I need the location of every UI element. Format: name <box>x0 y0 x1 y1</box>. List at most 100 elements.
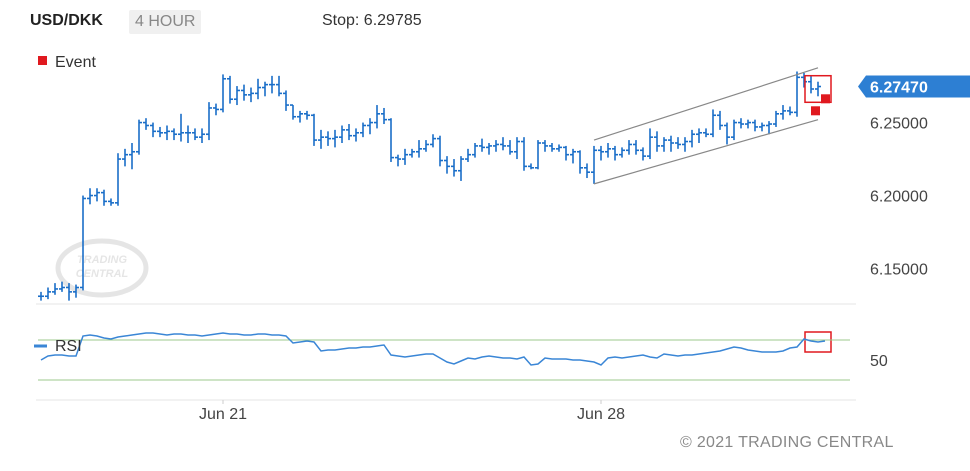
candle <box>717 110 723 130</box>
candle <box>479 138 485 152</box>
candle <box>668 135 674 152</box>
candle <box>521 137 527 171</box>
price-tick-label: 6.15000 <box>870 262 928 279</box>
candle <box>661 137 667 152</box>
candle <box>262 81 268 97</box>
candle <box>423 140 429 152</box>
candle <box>486 143 492 155</box>
candle <box>290 104 296 120</box>
candle <box>570 148 576 164</box>
candle <box>808 75 814 94</box>
candle <box>248 87 254 103</box>
candle <box>675 137 681 149</box>
candle <box>80 195 86 291</box>
candle <box>619 147 625 158</box>
candle <box>353 128 359 142</box>
candle <box>577 150 583 174</box>
candle <box>766 121 772 135</box>
symbol-label: USD/DKK <box>30 12 103 29</box>
trend-channel <box>593 67 819 185</box>
candle <box>556 144 562 152</box>
candle <box>472 143 478 158</box>
candle <box>325 131 331 146</box>
last-price-label: 6.27470 <box>870 80 928 97</box>
candle <box>346 124 352 141</box>
time-tick-label: Jun 21 <box>199 406 247 423</box>
candle <box>199 128 205 143</box>
candle <box>276 75 282 97</box>
svg-text:CENTRAL: CENTRAL <box>76 268 129 280</box>
candle <box>59 281 65 292</box>
candle <box>752 119 758 132</box>
candle <box>682 137 688 152</box>
rsi-series <box>40 332 826 366</box>
candle <box>815 81 821 97</box>
rsi-event-box <box>804 331 832 353</box>
candle <box>185 125 191 143</box>
candle <box>528 163 534 170</box>
candle <box>745 119 751 129</box>
event-square <box>821 94 830 104</box>
candle <box>367 118 373 135</box>
channel-lower-line <box>593 119 819 185</box>
candle <box>283 90 289 111</box>
candle <box>94 188 100 202</box>
rsi-tick-label: 50 <box>870 353 888 370</box>
candle <box>157 126 163 138</box>
candle <box>227 75 233 104</box>
candle <box>332 129 338 148</box>
candle <box>451 159 457 177</box>
candle <box>339 125 345 143</box>
candle <box>500 137 506 151</box>
event-legend-icon <box>38 56 47 65</box>
event-square <box>811 106 820 116</box>
candle <box>129 143 135 170</box>
candle <box>605 143 611 158</box>
candle <box>591 145 597 184</box>
candle <box>164 125 170 141</box>
candle <box>318 129 324 149</box>
candle <box>388 118 394 162</box>
candle <box>759 122 765 132</box>
candle <box>780 105 786 120</box>
candle <box>150 122 156 138</box>
candle <box>122 148 128 167</box>
candle <box>514 137 520 160</box>
candle <box>220 74 226 113</box>
watermark-logo: TRADING CENTRAL <box>55 238 149 298</box>
candle <box>171 128 177 141</box>
time-axis: Jun 21 Jun 28 <box>199 400 625 423</box>
svg-text:TRADING: TRADING <box>77 254 128 266</box>
timeframe-button[interactable]: 4 HOUR <box>129 10 202 34</box>
candle <box>192 128 198 141</box>
candle <box>381 107 387 125</box>
candle <box>731 119 737 141</box>
candle <box>213 103 219 116</box>
candle <box>234 86 240 106</box>
candle <box>430 134 436 148</box>
copyright-notice: © 2021 TRADING CENTRAL <box>680 434 894 451</box>
candle <box>647 128 653 160</box>
rsi-levels <box>38 339 850 381</box>
candle <box>444 156 450 174</box>
candle <box>598 145 604 161</box>
candle <box>584 163 590 179</box>
candle <box>402 148 408 165</box>
event-legend-label: Event <box>55 54 96 71</box>
candle <box>689 129 695 148</box>
candle <box>178 113 184 142</box>
candle <box>626 140 632 155</box>
candle <box>206 102 212 141</box>
time-tick-label: Jun 28 <box>577 406 625 423</box>
candle <box>374 105 380 129</box>
candle <box>437 135 443 167</box>
candle <box>724 122 730 145</box>
candle <box>696 128 702 143</box>
candle <box>738 118 744 129</box>
candle <box>458 156 464 181</box>
candle-series <box>38 71 821 301</box>
price-axis: 6.15000 6.20000 6.25000 <box>870 116 928 279</box>
candle <box>38 291 44 301</box>
